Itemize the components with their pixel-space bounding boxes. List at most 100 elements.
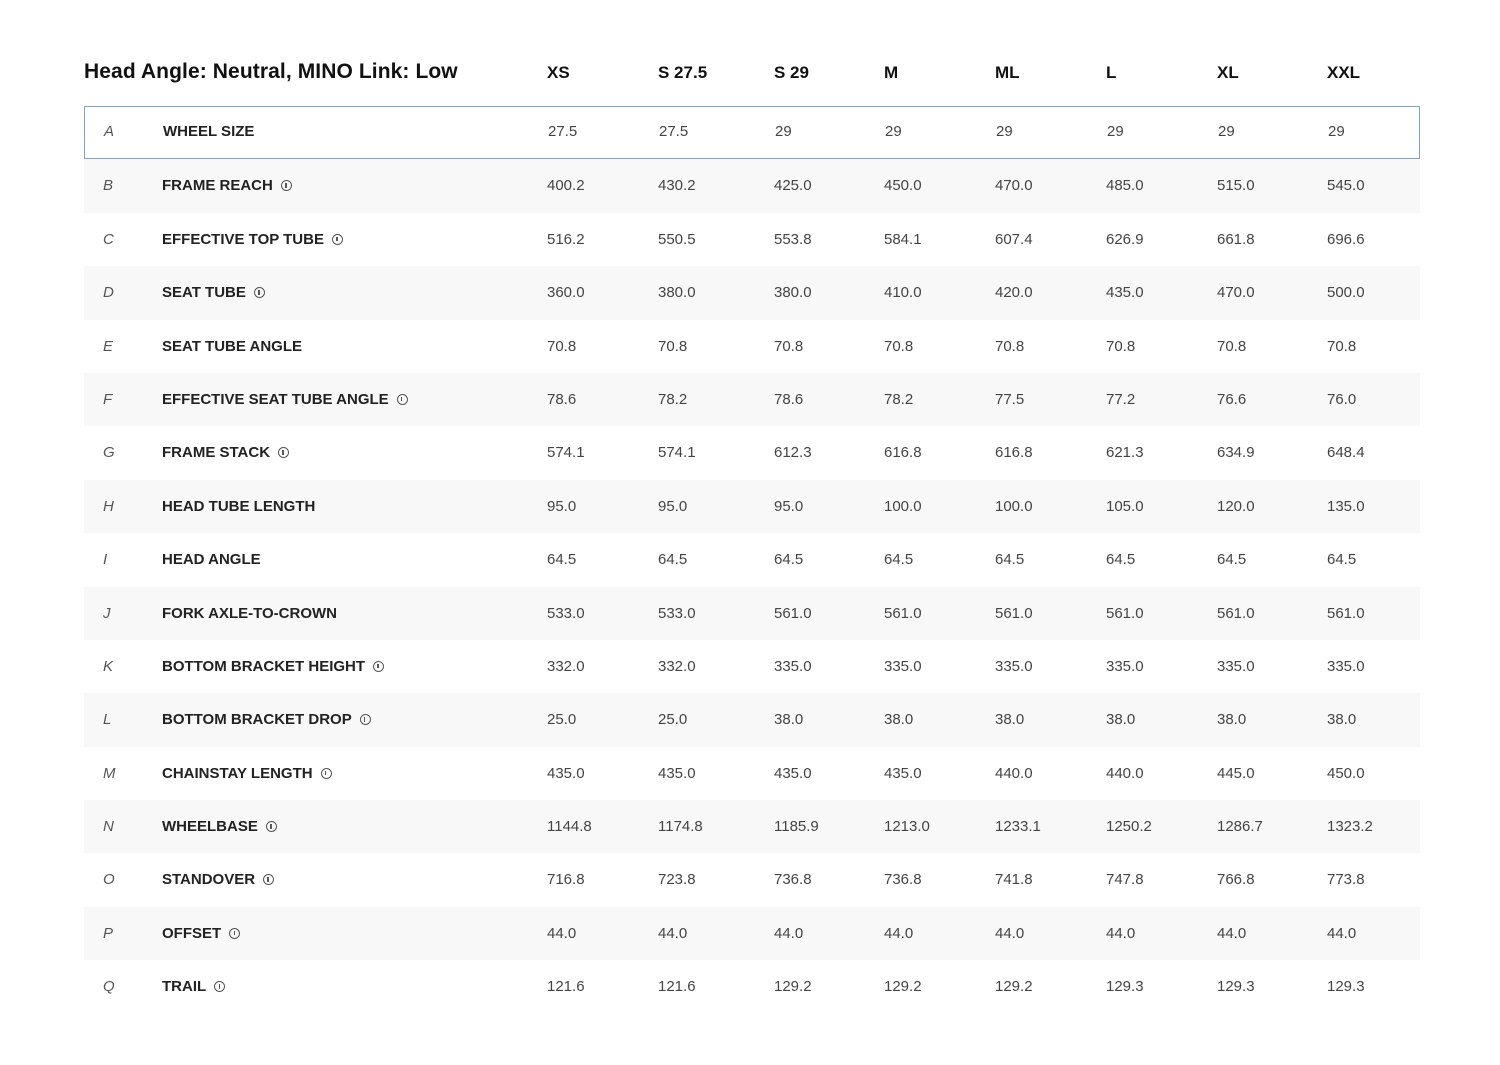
info-circle-icon[interactable] [263, 874, 275, 886]
row-letter: I [103, 551, 108, 569]
row-letter: O [103, 871, 115, 889]
row-label: HEAD TUBE LENGTH [162, 480, 315, 533]
table-row[interactable]: Q TRAIL 121.6 121.6 129.2 129.2 129.2 129.3 129.… [84, 960, 1420, 1013]
cell-value: 1233.1 [995, 818, 1041, 836]
size-header-m[interactable]: M [884, 63, 899, 82]
row-label: FRAME REACH [162, 159, 292, 212]
table-row[interactable]: G FRAME STACK 574.1 574.1 612.3 616.8 616.8 621… [84, 426, 1420, 479]
cell-value: 1185.9 [774, 818, 819, 836]
size-header-s-29[interactable]: S 29 [774, 63, 809, 82]
size-header-xs[interactable]: XS [547, 63, 570, 82]
info-circle-icon[interactable] [229, 927, 241, 939]
cell-value: 95.0 [774, 497, 804, 515]
row-label: STANDOVER [162, 853, 275, 906]
cell-value: 470.0 [995, 177, 1033, 195]
table-row[interactable]: K BOTTOM BRACKET HEIGHT 332.0 332.0 335.0 335… [84, 640, 1420, 693]
info-circle-icon[interactable] [280, 180, 292, 192]
row-label-text: WHEEL SIZE [163, 123, 255, 140]
cell-value: 741.8 [995, 871, 1033, 889]
cell-value: 1250.2 [1106, 818, 1152, 836]
cell-value: 607.4 [995, 230, 1033, 248]
info-circle-icon[interactable] [265, 821, 277, 833]
cell-value: 747.8 [1106, 871, 1144, 889]
cell-value: 332.0 [547, 657, 585, 675]
cell-value: 78.6 [547, 390, 577, 408]
row-letter: L [103, 711, 112, 729]
cell-value: 44.0 [774, 924, 804, 942]
cell-value: 574.1 [547, 444, 585, 462]
table-row[interactable]: O STANDOVER 716.8 723.8 736.8 736.8 741.8 747.8… [84, 853, 1420, 906]
cell-value: 435.0 [658, 764, 696, 782]
info-circle-icon[interactable] [320, 767, 332, 779]
cell-value: 435.0 [1106, 284, 1144, 302]
row-letter: D [103, 284, 114, 302]
row-label-text: FRAME STACK [162, 444, 271, 462]
cell-value: 70.8 [547, 337, 577, 355]
size-header-s-27-5[interactable]: S 27.5 [658, 63, 708, 82]
table-row[interactable]: L BOTTOM BRACKET DROP 25.0 25.0 38.0 38.0 38.0… [84, 693, 1420, 747]
cell-value: 44.0 [995, 924, 1025, 942]
info-circle-icon[interactable] [373, 660, 385, 672]
cell-value: 430.2 [658, 177, 696, 195]
info-circle-icon[interactable] [396, 393, 408, 405]
table-row[interactable]: M CHAINSTAY LENGTH 435.0 435.0 435.0 435.0 440… [84, 747, 1420, 800]
row-label-text: SEAT TUBE ANGLE [162, 337, 303, 355]
cell-value: 435.0 [884, 764, 922, 782]
cell-value: 485.0 [1106, 177, 1144, 195]
table-row[interactable]: D SEAT TUBE 360.0 380.0 380.0 410.0 420.0 435.0… [84, 266, 1420, 320]
size-header-ml[interactable]: ML [995, 63, 1020, 82]
cell-value: 425.0 [774, 177, 812, 195]
cell-value: 545.0 [1327, 177, 1365, 195]
table-row[interactable]: J FORK AXLE-TO-CROWN 533.0 533.0 561.0 561.0 5… [84, 586, 1420, 640]
cell-value: 100.0 [995, 497, 1033, 515]
table-row[interactable]: B FRAME REACH 400.2 430.2 425.0 450.0 470.0 485… [84, 159, 1420, 213]
row-label: OFFSET [162, 907, 241, 960]
table-row[interactable]: E SEAT TUBE ANGLE 70.8 70.8 70.8 70.8 70.8 70.8… [84, 320, 1420, 373]
cell-value: 616.8 [995, 444, 1033, 462]
row-letter: F [103, 390, 113, 408]
row-label-text: FRAME REACH [162, 177, 273, 195]
cell-value: 515.0 [1217, 177, 1255, 195]
table-row[interactable]: I HEAD ANGLE 64.5 64.5 64.5 64.5 64.5 64.5 64.5 6… [84, 533, 1420, 586]
size-header-l[interactable]: L [1106, 63, 1117, 82]
cell-value: 64.5 [884, 551, 914, 569]
row-label: FRAME STACK [162, 426, 290, 479]
info-circle-icon[interactable] [359, 714, 371, 726]
row-label-text: OFFSET [162, 924, 222, 942]
cell-value: 696.6 [1327, 230, 1365, 248]
row-label-text: HEAD TUBE LENGTH [162, 497, 316, 515]
cell-value: 129.3 [1327, 978, 1365, 996]
size-header-xl[interactable]: XL [1217, 63, 1239, 82]
info-circle-icon[interactable] [253, 287, 265, 299]
table-row[interactable]: F EFFECTIVE SEAT TUBE ANGLE 78.6 78.2 78.6 78… [84, 372, 1420, 427]
row-letter: B [103, 177, 114, 195]
cell-value: 332.0 [658, 657, 696, 675]
info-circle-icon[interactable] [214, 981, 226, 993]
table-row[interactable]: A WHEEL SIZE 27.5 27.5 29 29 29 29 29 29 [84, 106, 1420, 160]
row-letter: P [103, 924, 114, 942]
row-label: EFFECTIVE SEAT TUBE ANGLE [162, 373, 408, 426]
info-circle-icon[interactable] [278, 447, 290, 459]
cell-value: 44.0 [1217, 924, 1247, 942]
size-header-xxl[interactable]: XXL [1327, 63, 1361, 82]
row-label-text: CHAINSTAY LENGTH [162, 764, 313, 782]
cell-value: 27.5 [659, 123, 689, 140]
cell-value: 1144.8 [547, 818, 592, 836]
cell-value: 29 [1218, 123, 1235, 140]
cell-value: 435.0 [547, 764, 585, 782]
cell-value: 1286.7 [1217, 818, 1263, 836]
table-row[interactable]: C EFFECTIVE TOP TUBE 516.2 550.5 553.8 584.1 6… [84, 213, 1420, 266]
cell-value: 64.5 [658, 551, 688, 569]
info-circle-icon[interactable] [331, 233, 343, 245]
table-row[interactable]: H HEAD TUBE LENGTH 95.0 95.0 95.0 100.0 100.0 1… [84, 479, 1420, 534]
cell-value: 380.0 [658, 284, 696, 302]
row-letter: M [103, 764, 116, 782]
cell-value: 561.0 [1106, 604, 1144, 622]
cell-value: 616.8 [884, 444, 922, 462]
cell-value: 70.8 [1106, 337, 1136, 355]
cell-value: 38.0 [884, 711, 914, 729]
cell-value: 1213.0 [884, 818, 930, 836]
table-row[interactable]: P OFFSET 44.0 44.0 44.0 44.0 44.0 44.0 44.0 44.0 [84, 906, 1420, 961]
table-row[interactable]: N WHEELBASE 1144.8 1174.8 1185.9 1213.0 1233.1… [84, 800, 1420, 854]
cell-value: 723.8 [658, 871, 696, 889]
